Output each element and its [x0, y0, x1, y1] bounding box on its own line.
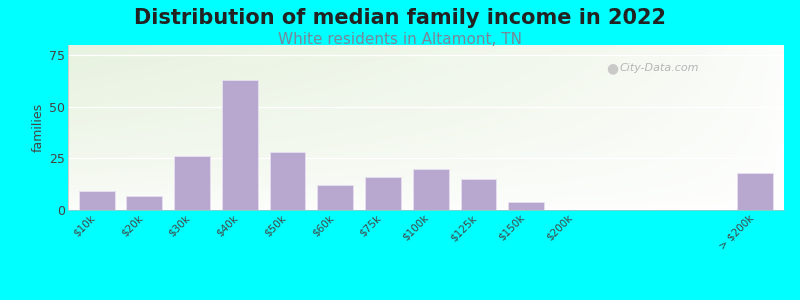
Bar	[270, 152, 306, 210]
Bar	[318, 185, 354, 210]
Text: White residents in Altamont, TN: White residents in Altamont, TN	[278, 32, 522, 46]
Bar	[413, 169, 449, 210]
Bar	[738, 173, 774, 210]
Bar	[365, 177, 401, 210]
Bar	[78, 191, 114, 210]
Text: Distribution of median family income in 2022: Distribution of median family income in …	[134, 8, 666, 28]
Bar	[126, 196, 162, 210]
Bar	[461, 179, 497, 210]
Bar	[174, 156, 210, 210]
Y-axis label: families: families	[32, 103, 45, 152]
Bar	[508, 202, 544, 210]
Text: ●: ●	[606, 61, 618, 75]
Bar	[222, 80, 258, 210]
Text: City-Data.com: City-Data.com	[619, 63, 699, 73]
